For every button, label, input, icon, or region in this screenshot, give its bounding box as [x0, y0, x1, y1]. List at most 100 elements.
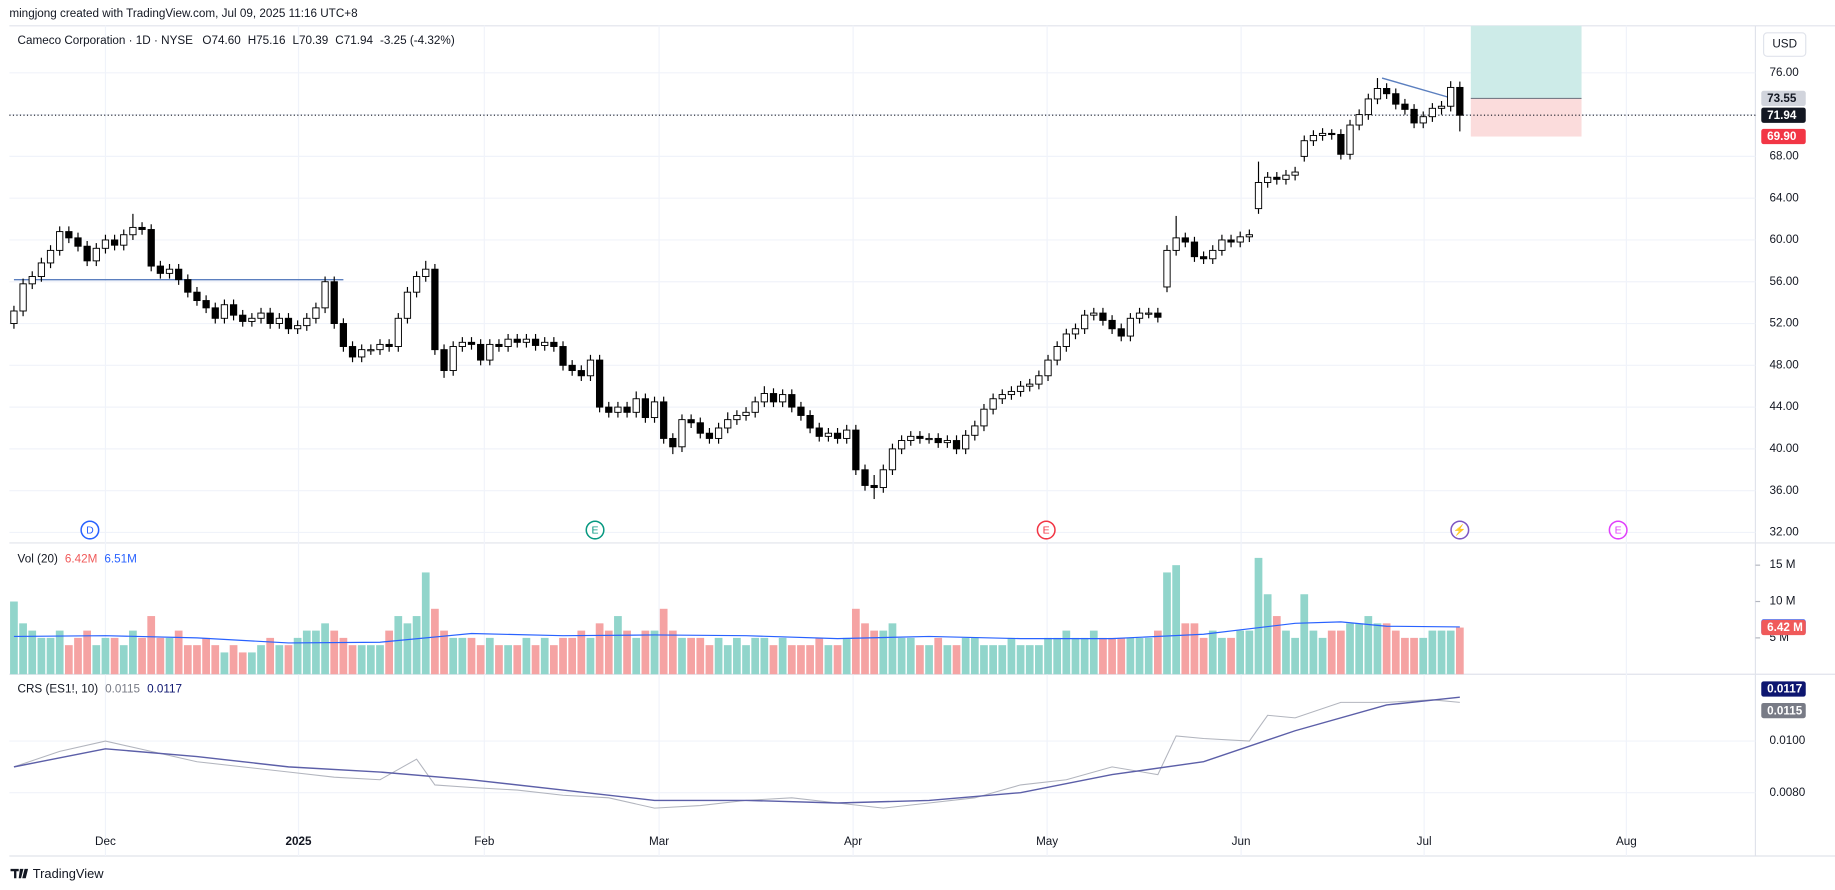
- volume-bar: [659, 608, 668, 675]
- candle-body: [1145, 312, 1153, 315]
- x-tick-label: Jul: [1417, 835, 1432, 848]
- ohlc-value: -3.25 (-4.32%): [380, 34, 455, 47]
- candle-body: [376, 343, 384, 351]
- volume-bar: [522, 637, 531, 675]
- volume-bar: [604, 630, 613, 675]
- currency-button[interactable]: [1763, 32, 1807, 57]
- candle-body: [1428, 107, 1437, 118]
- candle-body: [1337, 133, 1345, 155]
- candle-body: [897, 440, 906, 450]
- legend-value: 6.51M: [104, 552, 136, 565]
- volume-bar: [714, 637, 723, 675]
- candle-body: [1447, 86, 1455, 107]
- candle-body: [1245, 234, 1253, 238]
- volume-bar: [302, 630, 311, 675]
- candle-body: [531, 338, 540, 346]
- volume-bar: [1126, 637, 1135, 675]
- y-tick-label: 40.00: [1769, 442, 1799, 455]
- price-badge: [1761, 90, 1806, 107]
- candle-body: [1181, 237, 1189, 243]
- candle-body: [248, 317, 256, 322]
- candle-body: [46, 249, 55, 264]
- volume-bar: [870, 630, 879, 675]
- volume-bar: [211, 645, 220, 675]
- volume-bar: [833, 645, 842, 675]
- volume-bar: [156, 637, 165, 675]
- crs-line: [13, 699, 1460, 809]
- candle-body: [916, 435, 924, 439]
- volume-bar: [229, 645, 238, 675]
- volume-bar: [1428, 630, 1437, 675]
- price-badge-label: 6.42 M: [1767, 621, 1803, 634]
- candle-body: [605, 406, 613, 413]
- candle-body: [495, 343, 503, 347]
- candle-body: [769, 393, 778, 403]
- candle-body: [989, 398, 997, 410]
- candle-body: [165, 268, 174, 274]
- volume-bar: [1016, 645, 1025, 675]
- volume-bar: [1309, 630, 1318, 675]
- volume-bar: [183, 645, 192, 675]
- candle-body: [550, 341, 558, 347]
- volume-bar: [916, 645, 924, 675]
- candle-body: [779, 394, 787, 403]
- x-tick-label: Feb: [474, 835, 495, 848]
- y-tick-label: 48.00: [1769, 358, 1799, 371]
- candle-body: [284, 317, 293, 330]
- volume-bar: [540, 637, 549, 675]
- candle-body: [257, 312, 265, 319]
- y-tick-label: 0.0100: [1769, 734, 1805, 747]
- candle-body: [138, 226, 146, 230]
- event-marker[interactable]: [1608, 520, 1628, 540]
- event-marker[interactable]: [1036, 520, 1056, 540]
- volume-bar: [650, 630, 659, 675]
- legend-value: 0.0117: [147, 683, 182, 696]
- volume-bar: [668, 630, 677, 675]
- candle-body: [650, 401, 659, 419]
- event-marker[interactable]: [585, 520, 605, 540]
- candle-body: [943, 440, 951, 444]
- volume-bar: [284, 645, 293, 675]
- price-badge: [1761, 702, 1806, 719]
- x-tick-label: Dec: [95, 835, 116, 848]
- volume-bar: [1391, 630, 1400, 675]
- candle-body: [788, 394, 796, 408]
- event-label: ⚡: [1453, 523, 1466, 536]
- volume-bar: [906, 637, 915, 675]
- currency[interactable]: USD: [1772, 38, 1797, 51]
- volume-bar: [888, 623, 897, 675]
- candle-body: [275, 317, 283, 324]
- candle-body: [440, 349, 448, 372]
- x-tick-label: Aug: [1616, 835, 1637, 848]
- candle-body: [1254, 182, 1263, 210]
- volume-bar: [394, 616, 403, 675]
- volume-bar: [248, 652, 256, 675]
- candle-body: [293, 325, 302, 330]
- volume-bar: [312, 630, 320, 675]
- volume-bar: [842, 637, 851, 675]
- candle-body: [1392, 93, 1400, 105]
- volume-bar: [83, 630, 92, 675]
- candle-body: [952, 440, 961, 450]
- volume-bar: [586, 637, 595, 675]
- volume-bar: [485, 637, 494, 675]
- ohlc-value: O74.60: [202, 34, 241, 47]
- volume-bar: [37, 637, 46, 675]
- candle-body: [1081, 314, 1089, 330]
- event-marker[interactable]: [1450, 520, 1470, 540]
- volume-bar: [705, 645, 714, 675]
- symbol-title: Cameco Corporation · 1D · NYSE: [18, 34, 194, 47]
- event-marker[interactable]: [80, 520, 100, 540]
- brand-logo: TradingView: [10, 866, 104, 881]
- price-badge-label: 0.0115: [1767, 704, 1803, 717]
- volume-bar: [10, 601, 18, 675]
- candle-body: [797, 406, 805, 416]
- volume-bar: [897, 637, 906, 675]
- y-tick-label: 76.00: [1769, 66, 1799, 79]
- volume-bar: [138, 637, 146, 675]
- candle-body: [522, 338, 531, 343]
- candle-body: [1108, 319, 1116, 330]
- candle-body: [852, 429, 860, 471]
- ohlc-value: L70.39: [292, 34, 328, 47]
